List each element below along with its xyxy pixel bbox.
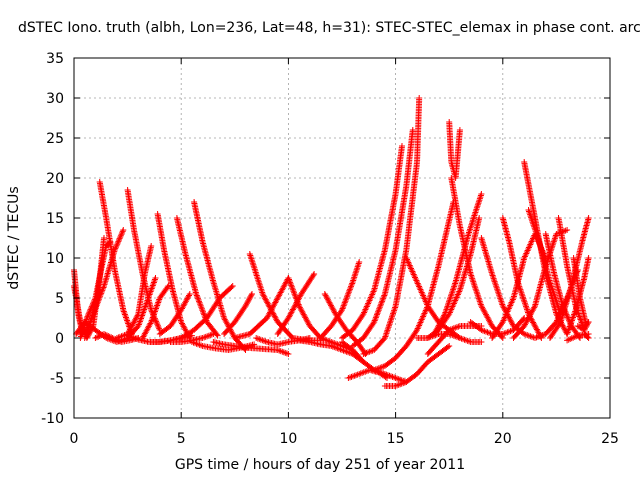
data-point-markers bbox=[173, 215, 221, 339]
data-point-markers bbox=[81, 227, 127, 341]
data-arc bbox=[178, 283, 236, 341]
axis-ticks bbox=[73, 57, 611, 419]
data-point-markers bbox=[446, 119, 463, 181]
data-arc bbox=[446, 119, 463, 181]
data-arc bbox=[231, 275, 292, 341]
y-tick-label: 25 bbox=[46, 131, 64, 147]
plot-frame bbox=[73, 57, 611, 419]
data-arc bbox=[381, 343, 453, 389]
data-point-markers bbox=[317, 259, 363, 341]
tick-labels: 0 5 10 15 20 25 -10 -5 0 5 10 15 20 25 30 35 bbox=[41, 51, 619, 447]
data-arc bbox=[349, 127, 416, 349]
data-arc bbox=[431, 191, 485, 337]
data-point-markers bbox=[570, 255, 590, 329]
data-point-markers bbox=[525, 207, 564, 317]
data-point-markers bbox=[349, 127, 416, 349]
y-tick-label: -10 bbox=[41, 411, 64, 427]
data-arc bbox=[173, 215, 221, 339]
data-point-markers bbox=[499, 215, 545, 341]
y-tick-label: 35 bbox=[46, 51, 64, 67]
y-tick-label: 15 bbox=[46, 211, 64, 227]
x-tick-label: 0 bbox=[70, 431, 79, 447]
data-arc bbox=[581, 331, 592, 341]
data-arc bbox=[210, 339, 292, 357]
y-tick-label: 0 bbox=[55, 331, 64, 347]
data-point-markers bbox=[274, 271, 318, 337]
data-point-markers bbox=[381, 343, 453, 389]
y-tick-label: 30 bbox=[46, 91, 64, 107]
data-point-markers bbox=[210, 339, 292, 357]
data-arc bbox=[191, 199, 249, 353]
data-point-markers bbox=[139, 283, 172, 341]
data-arc bbox=[360, 95, 423, 357]
y-axis-label: dSTEC / TECUs bbox=[6, 186, 22, 290]
chart-title: dSTEC Iono. truth (albh, Lon=236, Lat=48… bbox=[18, 20, 640, 36]
x-tick-label: 25 bbox=[601, 431, 619, 447]
data-point-markers bbox=[178, 283, 236, 341]
x-tick-label: 5 bbox=[177, 431, 186, 447]
data-arc bbox=[274, 271, 318, 337]
x-tick-label: 10 bbox=[279, 431, 297, 447]
data-point-markers bbox=[221, 291, 255, 337]
data-arc bbox=[139, 283, 172, 341]
data-arc bbox=[81, 227, 127, 341]
data-arc bbox=[574, 319, 592, 333]
data-point-markers bbox=[191, 199, 249, 353]
data-arc bbox=[339, 143, 405, 341]
x-axis-label: GPS time / hours of day 251 of year 2011 bbox=[174, 457, 466, 473]
y-tick-label: -5 bbox=[50, 371, 64, 387]
x-tick-label: 15 bbox=[387, 431, 405, 447]
data-point-markers bbox=[431, 191, 485, 337]
y-tick-label: 20 bbox=[46, 171, 64, 187]
data-arc bbox=[221, 291, 255, 337]
data-arc bbox=[317, 259, 363, 341]
data-point-markers bbox=[231, 275, 292, 341]
grid bbox=[74, 58, 610, 418]
data-point-markers bbox=[339, 143, 405, 341]
data-point-markers bbox=[360, 95, 423, 357]
data-arc bbox=[570, 255, 590, 329]
data-point-markers bbox=[156, 291, 193, 337]
data-arc bbox=[499, 215, 545, 341]
y-tick-label: 5 bbox=[55, 291, 64, 307]
data-point-markers bbox=[574, 319, 592, 333]
data-point-markers bbox=[581, 331, 592, 341]
data-arc bbox=[156, 291, 193, 337]
x-tick-label: 20 bbox=[494, 431, 512, 447]
y-tick-label: 10 bbox=[46, 251, 64, 267]
data-arc bbox=[525, 207, 564, 317]
data-points bbox=[71, 95, 592, 389]
